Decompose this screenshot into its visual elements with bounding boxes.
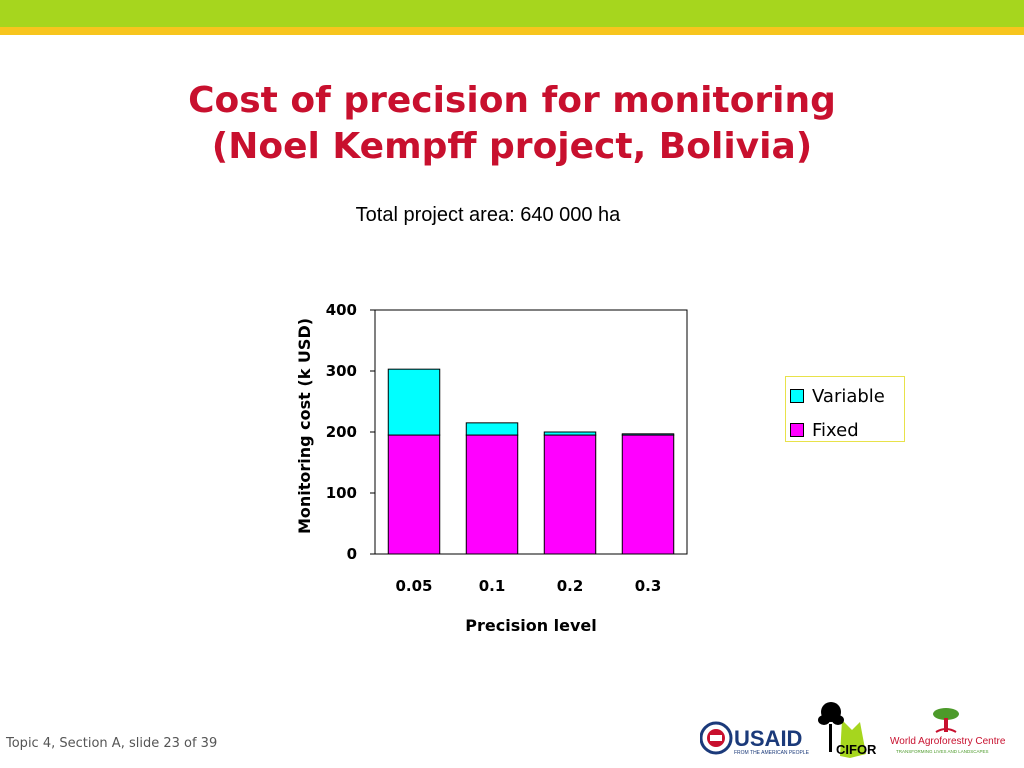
legend-item-fixed: Fixed <box>790 417 900 443</box>
y-tick-label: 200 <box>326 423 357 441</box>
icraf-logo-text: World Agroforestry Centre <box>890 736 1006 747</box>
partner-logos: USAID FROM THE AMERICAN PEOPLE CIFOR Wor… <box>700 702 1006 758</box>
bar-variable-0.2 <box>543 431 597 436</box>
cifor-logo-text: CIFOR <box>836 742 877 757</box>
x-tick-label: 0.05 <box>395 577 432 595</box>
slide-footer: Topic 4, Section A, slide 23 of 39 <box>6 736 218 751</box>
y-tick-label: 100 <box>326 484 357 502</box>
slide-subtitle: Total project area: 640 000 ha <box>355 204 621 226</box>
legend-label-variable: Variable <box>812 385 885 407</box>
legend-label-fixed: Fixed <box>812 419 859 441</box>
bar-fixed-0.3 <box>621 434 675 555</box>
icraf-tree-icon <box>933 708 959 733</box>
x-tick-label: 0.2 <box>557 577 584 595</box>
x-tick-label: 0.3 <box>635 577 662 595</box>
bar-fixed-0.05 <box>387 434 441 555</box>
bar-variable-0.1 <box>465 422 519 436</box>
legend-item-variable: Variable <box>790 383 900 409</box>
usaid-tagline: FROM THE AMERICAN PEOPLE <box>734 750 810 756</box>
slide-title-line-1: Cost of precision for monitoring <box>188 80 836 121</box>
bar-variable-0.3 <box>621 433 675 436</box>
bar-variable-0.05 <box>387 368 441 436</box>
bar-fixed-0.2 <box>543 434 597 555</box>
icraf-tagline: TRANSFORMING LIVES AND LANDSCAPES <box>896 749 989 754</box>
x-tick-label: 0.1 <box>479 577 506 595</box>
cifor-tree-icon <box>818 702 866 758</box>
top-green-band <box>0 0 1024 27</box>
usaid-logo-text: USAID <box>734 726 802 751</box>
y-axis-title: Monitoring cost (k USD) <box>295 318 314 534</box>
top-yellow-band <box>0 27 1024 35</box>
slide-title: Cost of precision for monitoring (Noel K… <box>0 78 1024 170</box>
y-tick-label: 0 <box>347 545 357 563</box>
stacked-bar-chart: 0 100 200 300 400 0.05 0.1 0.2 0.3 Precision lev… <box>295 301 688 635</box>
chart-legend: Variable Fixed <box>785 376 905 442</box>
legend-swatch-variable <box>790 389 804 403</box>
y-tick-label: 400 <box>326 301 357 319</box>
legend-swatch-fixed <box>790 423 804 437</box>
x-axis-title: Precision level <box>465 616 597 635</box>
usaid-seal-icon <box>700 721 733 755</box>
bar-fixed-0.1 <box>465 434 519 555</box>
slide-title-line-2: (Noel Kempff project, Bolivia) <box>211 126 813 167</box>
y-tick-label: 300 <box>326 362 357 380</box>
